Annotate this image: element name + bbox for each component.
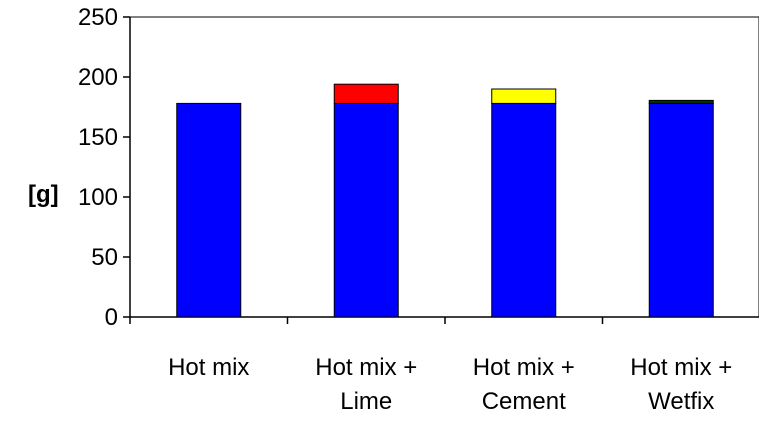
bar-segment-series1 [492, 103, 556, 317]
y-tick-label: 250 [78, 4, 118, 31]
y-tick-label: 200 [78, 64, 118, 91]
x-category-label: Hot mix [168, 354, 249, 381]
bar-segment-series2 [492, 89, 556, 103]
x-category-label: Hot mix + [630, 354, 732, 381]
plot-area: 0 50 100 150 200 250 Hot mix Hot mix + Lime Hot m… [78, 4, 759, 415]
x-category-label: Lime [340, 388, 392, 415]
bar-segment-series1 [177, 103, 241, 317]
y-tick-label: 50 [91, 244, 118, 271]
x-category-label: Wetfix [648, 388, 714, 415]
bar-segment-series1 [649, 103, 713, 317]
x-category-label: Hot mix + [473, 354, 575, 381]
y-tick-label: 150 [78, 124, 118, 151]
x-category-label: Cement [482, 388, 566, 415]
bar-segment-series2 [334, 84, 398, 103]
y-tick-label: 0 [105, 304, 118, 331]
bar-segment-series1 [334, 103, 398, 317]
y-axis-label: [g] [28, 181, 59, 208]
x-category-label: Hot mix + [315, 354, 417, 381]
bar-segment-series2 [649, 100, 713, 103]
y-tick-label: 100 [78, 184, 118, 211]
